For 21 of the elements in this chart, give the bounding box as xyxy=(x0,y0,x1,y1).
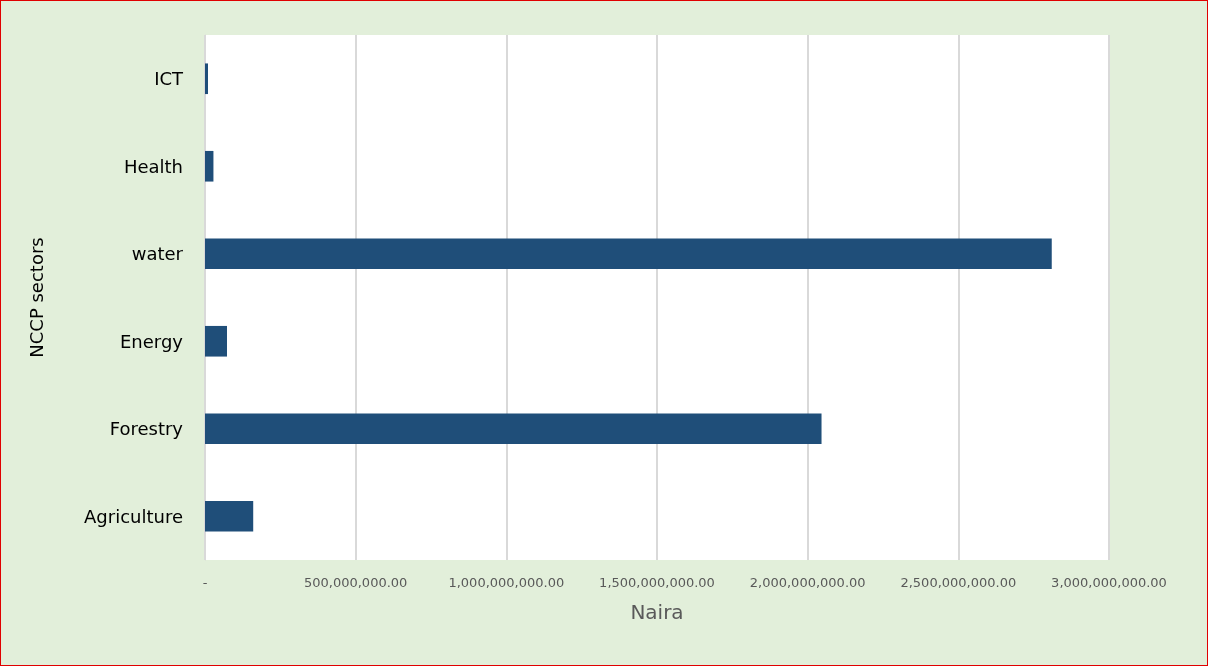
bar xyxy=(205,500,254,532)
x-tick-label: - xyxy=(202,575,208,590)
y-axis-title: NCCP sectors xyxy=(25,237,47,358)
x-axis-title: Naira xyxy=(630,600,684,624)
y-tick-label: ICT xyxy=(154,68,184,90)
x-tick-label: 2,500,000,000.00 xyxy=(900,575,1017,590)
y-tick-label: water xyxy=(131,243,184,265)
y-tick-label: Agriculture xyxy=(84,505,183,527)
y-tick-label: Energy xyxy=(119,330,184,352)
bar xyxy=(205,325,227,357)
bar xyxy=(205,150,214,182)
bar xyxy=(205,413,822,445)
bar xyxy=(205,238,1052,270)
x-tick-label: 1,000,000,000.00 xyxy=(448,575,565,590)
y-tick-label: Forestry xyxy=(109,418,184,440)
x-tick-label: 1,500,000,000.00 xyxy=(599,575,715,590)
x-tick-label: 3,000,000,000.00 xyxy=(1051,575,1167,590)
x-tick-label: 500,000,000.00 xyxy=(303,575,408,590)
bar xyxy=(205,63,209,95)
x-tick-label: 2,000,000,000.00 xyxy=(749,575,866,590)
y-tick-label: Health xyxy=(123,155,183,177)
